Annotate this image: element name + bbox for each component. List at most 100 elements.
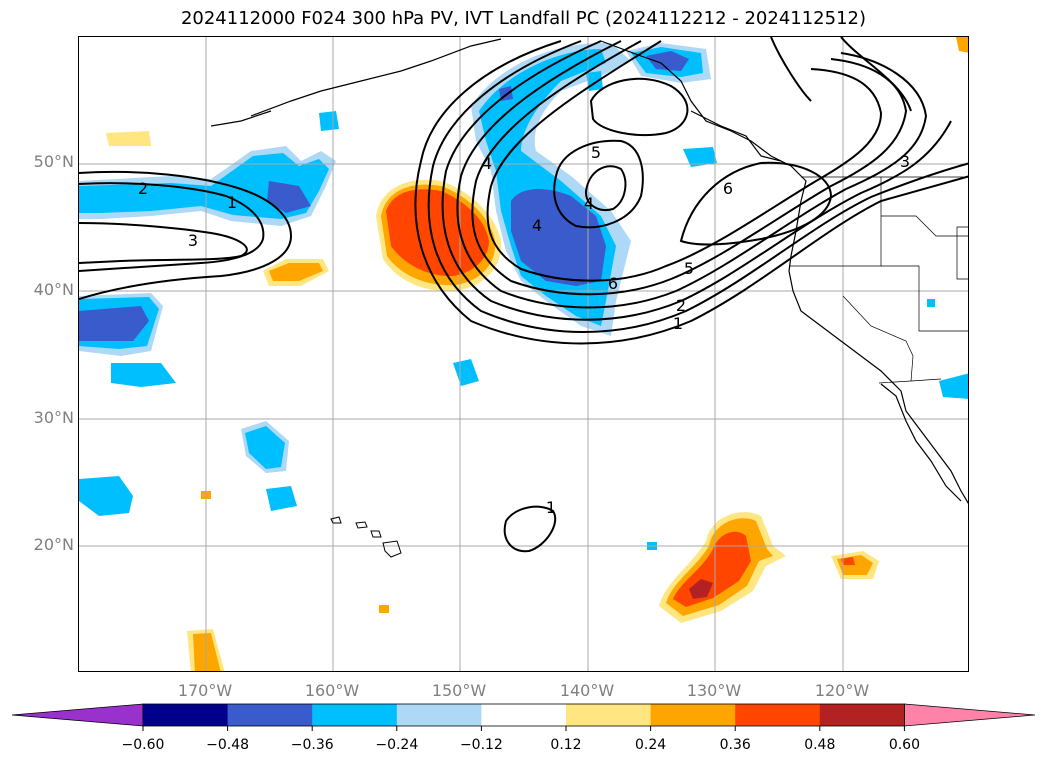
- contour-jet-inner: [486, 40, 883, 282]
- pv-negative-region: [646, 51, 689, 71]
- island-outline: [370, 530, 382, 538]
- lon-label-170w: 170°W: [177, 681, 233, 700]
- state-borders: [956, 226, 968, 280]
- colorbar-tick-label: −0.60: [122, 737, 165, 753]
- coastlines: [210, 38, 968, 504]
- contour-label: 2: [676, 296, 686, 315]
- state-borders: [881, 265, 968, 332]
- pv-negative-region: [453, 359, 479, 386]
- map-panel: 2 1 3 4 4 5 4 6 5 6 2 1 3 1: [78, 36, 969, 672]
- contour-jet-outer: [414, 40, 968, 345]
- contour-labels: 2 1 3 4 4 5 4 6 5 6 2 1 3 1: [138, 143, 910, 517]
- north-america-coast: [600, 40, 968, 504]
- colorbar-boxes: [11, 703, 1036, 727]
- pv-negative-region: [939, 373, 968, 399]
- contour-label: 3: [188, 231, 198, 250]
- contour-label: 4: [584, 194, 594, 213]
- colorbar-box: [650, 704, 736, 726]
- contour-label: 5: [684, 259, 694, 278]
- island-outline: [382, 540, 402, 558]
- lon-label-160w: 160°W: [304, 681, 360, 700]
- us-mexico-border: [878, 378, 942, 384]
- contour-label: 1: [546, 498, 556, 517]
- pv-negative-region: [79, 476, 133, 516]
- contour-2: [79, 182, 265, 272]
- contour-north: [770, 37, 812, 102]
- contour-jet: [471, 40, 908, 296]
- pv-positive-region: [689, 579, 713, 599]
- pv-positive-region: [106, 131, 151, 146]
- map-canvas: 2 1 3 4 4 5 4 6 5 6 2 1 3 1: [79, 37, 968, 671]
- lon-label-150w: 150°W: [431, 681, 487, 700]
- contour-6-closed: [679, 161, 833, 246]
- gridlines: [79, 37, 968, 671]
- state-borders: [842, 295, 914, 382]
- colorbar-box: [481, 704, 567, 726]
- pv-positive-region: [956, 37, 968, 53]
- pv-positive-region: [269, 263, 323, 281]
- colorbar-outline: [142, 703, 905, 727]
- pv-negative-region: [79, 153, 329, 219]
- contour-5-closed: [553, 139, 644, 229]
- political-borders: [789, 176, 968, 384]
- colorbar-tick-label: 0.36: [720, 737, 751, 753]
- lon-label-130w: 130°W: [686, 681, 742, 700]
- alaska-coast: [250, 38, 502, 117]
- contour-label: 5: [591, 143, 601, 162]
- colorbar-extend-min: [11, 703, 144, 727]
- contour-label: 4: [532, 216, 542, 235]
- island-outline: [330, 516, 342, 524]
- colorbar-tick-label: 0.60: [889, 737, 920, 753]
- contour-label: 4: [482, 154, 492, 173]
- canada-coast: [690, 110, 782, 162]
- pv-positive-region: [841, 557, 855, 565]
- alaska-coast: [210, 110, 272, 127]
- colorbar-box: [566, 704, 652, 726]
- contour-label: 6: [608, 274, 618, 293]
- lon-label-140w: 140°W: [559, 681, 615, 700]
- contour-4-closed: [584, 165, 627, 211]
- contour-label: 1: [673, 314, 683, 333]
- contour-1-closed: [503, 505, 557, 553]
- pv-negative-region: [79, 306, 149, 341]
- pv-positive-region: [386, 189, 489, 277]
- colorbar-box: [312, 704, 398, 726]
- colorbar: −0.60 −0.48 −0.36 −0.24 −0.12 0.12 0.24 0.36 0.4…: [11, 703, 1036, 753]
- colorbar-tick-label: −0.12: [460, 737, 503, 753]
- contour-jet: [456, 40, 928, 309]
- contour-label: 1: [227, 193, 237, 212]
- pv-positive-region: [379, 605, 389, 613]
- colorbar-tick-label: −0.36: [291, 737, 334, 753]
- pv-negative-region: [267, 181, 311, 213]
- colorbar-extend-max: [904, 703, 1036, 727]
- contour-label: 3: [900, 152, 910, 171]
- contour-jet: [441, 40, 952, 321]
- map-title: 2024112000 F024 300 hPa PV, IVT Landfall…: [180, 8, 867, 29]
- lat-label-20n: 20°N: [33, 535, 74, 554]
- pv-negative-region: [266, 486, 297, 511]
- contour-3: [79, 222, 248, 264]
- lon-label-120w: 120°W: [814, 681, 870, 700]
- lat-label-50n: 50°N: [33, 152, 74, 171]
- pv-fill-layer: [79, 37, 968, 671]
- contour-label: 2: [138, 179, 148, 198]
- baja-coast: [880, 383, 962, 502]
- pv-negative-region: [683, 147, 717, 167]
- colorbar-box: [143, 704, 229, 726]
- pv-negative-region: [111, 363, 176, 387]
- colorbar-tick-label: −0.48: [206, 737, 249, 753]
- lat-label-30n: 30°N: [33, 408, 74, 427]
- contour-label: 6: [723, 179, 733, 198]
- pv-negative-region: [511, 189, 606, 286]
- colorbar-ticks: −0.60 −0.48 −0.36 −0.24 −0.12 0.12 0.24 0.36 0.4…: [122, 726, 920, 753]
- colorbar-box: [227, 704, 313, 726]
- pv-positive-region: [193, 633, 221, 671]
- pv-negative-region: [319, 111, 339, 131]
- contour-5-closed: [589, 77, 689, 137]
- island-outline: [355, 521, 368, 529]
- colorbar-tick-label: 0.24: [635, 737, 666, 753]
- colorbar-box: [819, 704, 905, 726]
- lat-label-40n: 40°N: [33, 280, 74, 299]
- pv-contours: [79, 37, 968, 553]
- colorbar-tick-label: −0.24: [375, 737, 418, 753]
